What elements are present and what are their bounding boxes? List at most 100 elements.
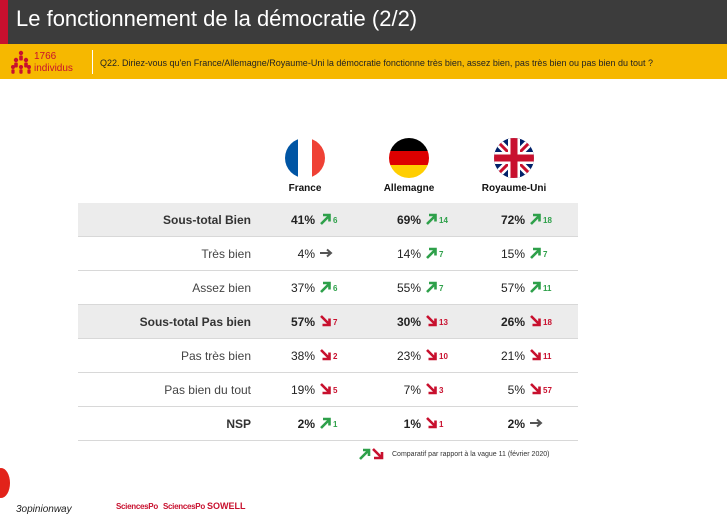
trend-delta: 18 bbox=[543, 216, 552, 225]
cell-value: 21% bbox=[500, 349, 525, 363]
row-label: Pas bien du tout bbox=[164, 383, 251, 397]
table-cell: 41% 6 bbox=[285, 213, 355, 229]
cell-value: 72% bbox=[500, 213, 525, 227]
trend-up-icon: 7 bbox=[425, 281, 465, 297]
table-cell: 57% 11 bbox=[495, 281, 565, 297]
table-cell: 57% 7 bbox=[285, 315, 355, 331]
title-accent bbox=[0, 0, 8, 44]
trend-down-icon: 3 bbox=[425, 383, 465, 399]
table-cell: 69% 14 bbox=[391, 213, 461, 229]
sample-label: individus bbox=[34, 63, 73, 74]
trend-delta: 7 bbox=[439, 250, 444, 259]
table-cell: 1% 1 bbox=[391, 417, 461, 433]
cell-value: 57% bbox=[500, 281, 525, 295]
trend-legend-icon bbox=[359, 448, 384, 460]
trend-delta: 11 bbox=[543, 284, 552, 293]
trend-delta: 2 bbox=[333, 352, 338, 361]
page-title: Le fonctionnement de la démocratie (2/2) bbox=[16, 6, 418, 31]
cell-value: 4% bbox=[297, 247, 315, 261]
trend-up-icon: 14 bbox=[425, 213, 465, 229]
table-cell: 30% 13 bbox=[391, 315, 461, 331]
trend-up-icon: 6 bbox=[319, 281, 359, 297]
column-header-royaume-uni: Royaume-Uni bbox=[481, 183, 547, 194]
legend: Comparatif par rapport à la vague 11 (fé… bbox=[358, 448, 598, 462]
trend-up-icon: 6 bbox=[319, 213, 359, 229]
table-row: Très bien 4% 14% 7 15% 7 bbox=[78, 237, 578, 271]
table-row: Assez bien 37% 6 55% 7 57% 11 bbox=[78, 271, 578, 305]
trend-delta: 7 bbox=[543, 250, 548, 259]
trend-flat-icon bbox=[529, 417, 569, 433]
table-cell: 55% 7 bbox=[391, 281, 461, 297]
trend-up-icon: 18 bbox=[529, 213, 569, 229]
germany-flag-icon bbox=[389, 138, 429, 178]
footer-decoration bbox=[0, 468, 10, 498]
table-cell: 14% 7 bbox=[391, 247, 461, 263]
table-cell: 19% 5 bbox=[285, 383, 355, 399]
table-cell: 2% 1 bbox=[285, 417, 355, 433]
cell-value: 69% bbox=[396, 213, 421, 227]
france-flag-icon bbox=[285, 138, 325, 178]
sample-size: 1766 individus bbox=[10, 50, 90, 76]
table-cell: 37% 6 bbox=[285, 281, 355, 297]
trend-down-icon: 10 bbox=[425, 349, 465, 365]
column-header-france: France bbox=[288, 183, 322, 194]
table-row: Sous-total Bien 41% 6 69% 14 72% 18 bbox=[78, 203, 578, 237]
cell-value: 41% bbox=[290, 213, 315, 227]
banner-divider bbox=[92, 50, 93, 74]
table-cell: 5% 57 bbox=[495, 383, 565, 399]
legend-text: Comparatif par rapport à la vague 11 (fé… bbox=[392, 451, 550, 458]
row-label: NSP bbox=[226, 417, 251, 431]
row-label: Très bien bbox=[201, 247, 251, 261]
table-cell: 26% 18 bbox=[495, 315, 565, 331]
cell-value: 55% bbox=[396, 281, 421, 295]
trend-delta: 3 bbox=[439, 386, 444, 395]
sciencespo-department-logo: SciencesPo bbox=[163, 502, 205, 511]
trend-delta: 11 bbox=[543, 352, 552, 361]
uk-flag-icon bbox=[494, 138, 534, 178]
table-row: Pas bien du tout 19% 5 7% 3 5% 57 bbox=[78, 373, 578, 407]
cell-value: 5% bbox=[507, 383, 525, 397]
table-cell: 4% bbox=[285, 247, 355, 263]
row-label: Sous-total Bien bbox=[162, 213, 251, 227]
trend-up-icon: 7 bbox=[425, 247, 465, 263]
trend-delta: 57 bbox=[543, 386, 552, 395]
trend-delta: 6 bbox=[333, 216, 338, 225]
trend-down-icon: 11 bbox=[529, 349, 569, 365]
table-cell: 2% bbox=[495, 417, 565, 433]
question-text: Q22. Diriez-vous qu'en France/Allemagne/… bbox=[100, 58, 654, 68]
table-cell: 23% 10 bbox=[391, 349, 461, 365]
trend-delta: 6 bbox=[333, 284, 338, 293]
trend-down-icon: 2 bbox=[319, 349, 359, 365]
cell-value: 2% bbox=[297, 417, 315, 431]
question-banner bbox=[0, 44, 727, 79]
title-bar bbox=[0, 0, 727, 44]
cell-value: 37% bbox=[290, 281, 315, 295]
table-cell: 21% 11 bbox=[495, 349, 565, 365]
column-header-allemagne: Allemagne bbox=[383, 183, 435, 194]
cell-value: 57% bbox=[290, 315, 315, 329]
table-cell: 7% 3 bbox=[391, 383, 461, 399]
cell-value: 2% bbox=[507, 417, 525, 431]
table-row: Sous-total Pas bien 57% 7 30% 13 26% 18 bbox=[78, 305, 578, 339]
trend-down-icon: 57 bbox=[529, 383, 569, 399]
trend-up-icon: 11 bbox=[529, 281, 569, 297]
trend-delta: 7 bbox=[333, 318, 338, 327]
table-cell: 15% 7 bbox=[495, 247, 565, 263]
cell-value: 1% bbox=[403, 417, 421, 431]
cell-value: 19% bbox=[290, 383, 315, 397]
people-icon bbox=[11, 50, 31, 74]
cell-value: 23% bbox=[396, 349, 421, 363]
cell-value: 30% bbox=[396, 315, 421, 329]
trend-down-icon: 5 bbox=[319, 383, 359, 399]
row-label: Sous-total Pas bien bbox=[139, 315, 251, 329]
sample-count: 1766 bbox=[34, 51, 57, 62]
cell-value: 7% bbox=[403, 383, 421, 397]
trend-up-icon: 1 bbox=[319, 417, 359, 433]
trend-up-icon: 7 bbox=[529, 247, 569, 263]
sowell-logo: SOWELL bbox=[207, 501, 246, 511]
trend-delta: 1 bbox=[333, 420, 338, 429]
trend-delta: 14 bbox=[439, 216, 448, 225]
sciencespo-logo: SciencesPo bbox=[116, 502, 158, 511]
trend-delta: 10 bbox=[439, 352, 448, 361]
trend-delta: 5 bbox=[333, 386, 338, 395]
